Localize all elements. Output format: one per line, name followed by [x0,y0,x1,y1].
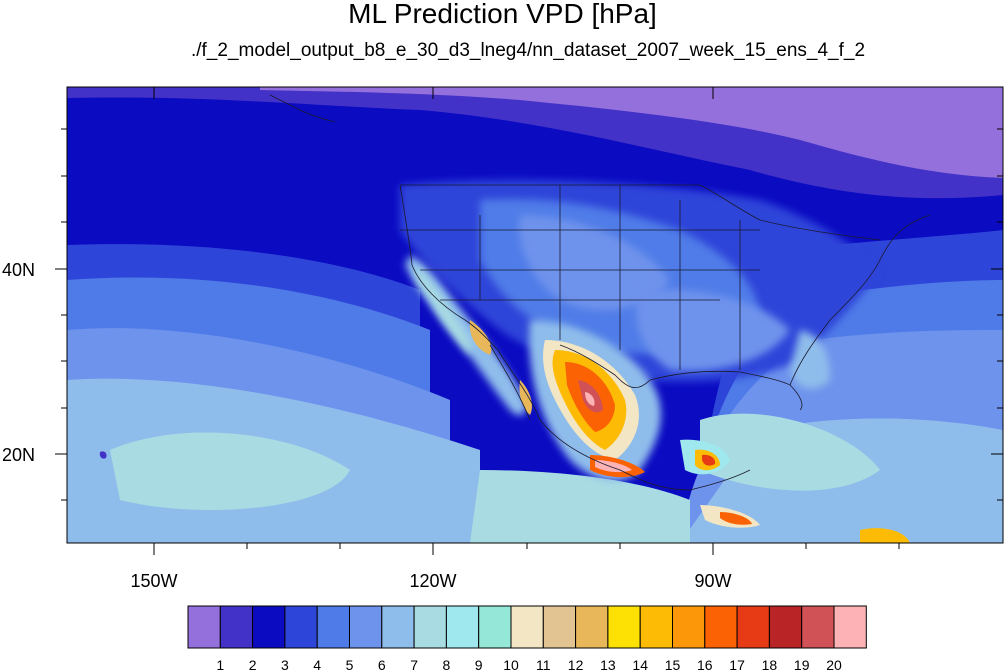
colorbar-label: 19 [794,657,810,672]
colorbar-swatch [607,605,641,649]
lat-label-20n: 20N [2,445,35,465]
colorbar-label: 3 [281,657,289,672]
colorbar-label: 11 [536,657,551,672]
colorbar-swatch [801,605,835,649]
colorbar-swatch [478,605,512,649]
colorbar: 1 2 3 4 5 6 7 8 9 10 11 12 13 14 15 16 17 18 19 20 [187,605,867,672]
colorbar-swatch [187,605,221,649]
colorbar-swatch [445,605,480,649]
colorbar-swatch [672,605,706,649]
map-title: ML Prediction VPD [hPa] [348,0,657,29]
colorbar-label: 6 [378,657,386,672]
lon-label-120w: 120W [409,571,456,591]
colorbar-swatch [736,605,770,649]
coastline-lines [269,94,931,491]
colorbar-swatch [510,605,544,649]
colorbar-swatch [284,605,318,649]
colorbar-swatch [575,605,609,649]
colorbar-swatch [639,605,674,649]
colorbar-label: 5 [346,657,354,672]
colorbar-swatch [542,605,577,649]
colorbar-swatch [219,605,254,649]
colorbar-swatch [833,605,867,649]
colorbar-swatch [768,605,803,649]
colorbar-label: 7 [410,657,418,672]
tick-marks [55,87,1003,555]
colorbar-label: 13 [600,657,616,672]
colorbar-label: 12 [568,657,584,672]
colorbar-swatch [349,605,383,649]
colorbar-label: 8 [443,657,451,672]
lon-label-90w: 90W [694,571,731,591]
colorbar-label: 17 [729,657,745,672]
colorbar-label: 14 [632,657,648,672]
colorbar-label: 16 [697,657,713,672]
colorbar-swatch [316,605,351,649]
lon-label-150w: 150W [130,571,177,591]
colorbar-label: 20 [826,657,842,672]
colorbar-swatch [704,605,738,649]
colorbar-label: 9 [475,657,483,672]
colorbar-label: 2 [249,657,257,672]
colorbar-swatch [381,605,415,649]
colorbar-label: 4 [313,657,321,672]
map-field [67,87,1003,543]
colorbar-label: 15 [665,657,681,672]
map-subtitle: ./f_2_model_output_b8_e_30_d3_lneg4/nn_d… [190,40,866,61]
colorbar-label: 18 [762,657,778,672]
lat-label-40n: 40N [2,260,35,280]
colorbar-label: 10 [503,657,519,672]
colorbar-swatch [413,605,447,649]
colorbar-swatch [252,605,286,649]
colorbar-label: 1 [216,657,224,672]
